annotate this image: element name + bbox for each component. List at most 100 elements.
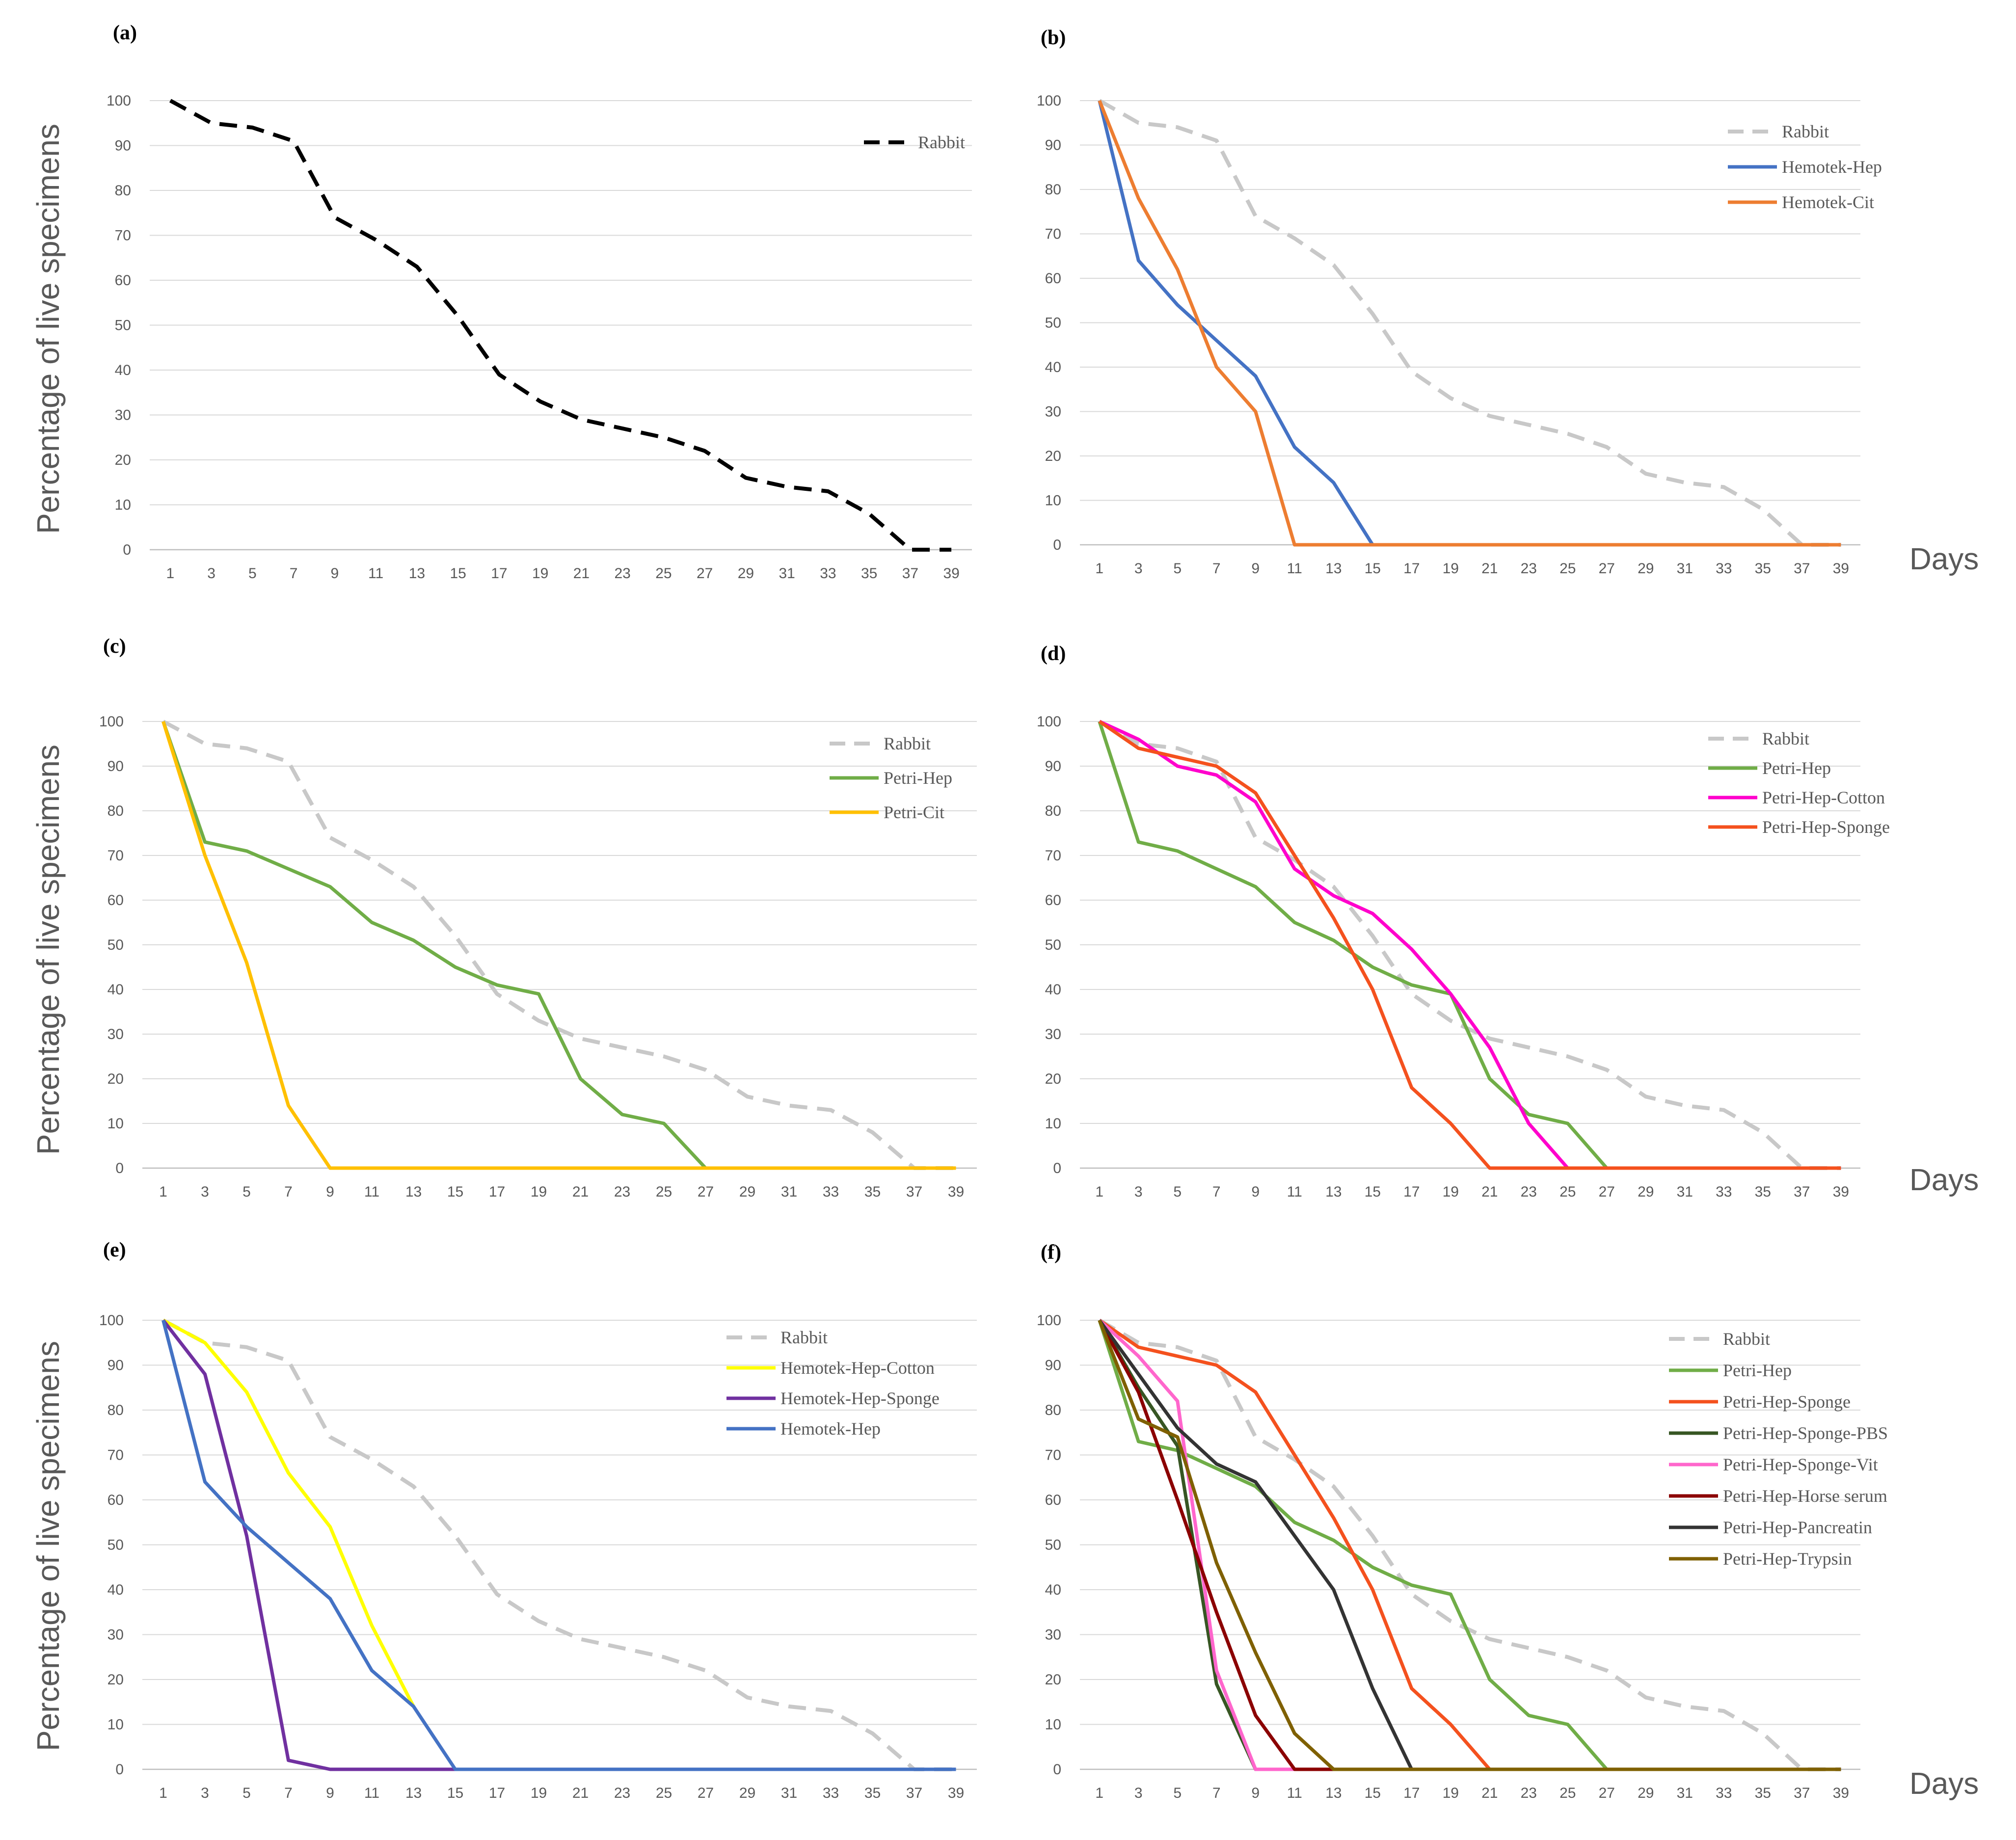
legend-label: Petri-Hep-Cotton [1762, 788, 1885, 807]
x-tick-label: 13 [1325, 1184, 1342, 1200]
x-tick-label: 29 [738, 565, 754, 582]
x-axis-title: Days [1909, 1163, 1979, 1197]
legend-label: Petri-Hep-Trypsin [1723, 1549, 1852, 1569]
y-tick-label: 60 [1045, 892, 1061, 908]
y-tick-label: 10 [1045, 1717, 1061, 1733]
x-tick-label: 27 [697, 565, 713, 582]
x-tick-label: 19 [1443, 1184, 1459, 1200]
y-tick-label: 80 [1045, 182, 1061, 198]
x-tick-label: 21 [1481, 1785, 1498, 1801]
x-tick-label: 9 [1251, 560, 1260, 577]
series-line-rabbit [162, 1318, 956, 1771]
y-tick-label: 20 [1045, 1672, 1061, 1688]
x-tick-label: 5 [248, 565, 257, 582]
y-tick-label: 0 [115, 1160, 124, 1176]
x-tick-label: 13 [405, 1184, 422, 1200]
x-tick-label: 33 [1716, 560, 1732, 577]
y-tick-label: 60 [108, 892, 124, 908]
panel-label: (a) [113, 22, 137, 44]
x-tick-label: 27 [1599, 1184, 1615, 1200]
y-tick-label: 10 [108, 1116, 124, 1132]
legend-label: Petri-Hep-Sponge-Vit [1723, 1455, 1878, 1474]
series-line-petri-hep-trypsin [1098, 1319, 1841, 1771]
x-tick-label: 9 [326, 1184, 334, 1200]
x-tick-label: 39 [1833, 1785, 1849, 1801]
x-tick-label: 35 [1755, 560, 1771, 577]
series-line-rabbit [162, 720, 956, 1170]
x-tick-label: 19 [1443, 560, 1459, 577]
x-tick-label: 5 [242, 1785, 251, 1801]
y-tick-label: 30 [1045, 404, 1061, 420]
legend-label: Petri-Hep [884, 768, 952, 788]
x-tick-label: 39 [1833, 1184, 1849, 1200]
x-tick-label: 15 [447, 1785, 463, 1801]
x-axis-title: Days [1909, 542, 1979, 576]
legend-label: Petri-Hep [1762, 758, 1831, 778]
x-tick-label: 25 [1559, 1184, 1576, 1200]
x-tick-label: 39 [943, 565, 959, 582]
y-tick-label: 0 [1053, 1160, 1061, 1176]
x-tick-label: 37 [1794, 1184, 1810, 1200]
x-tick-label: 7 [1212, 1785, 1221, 1801]
x-tick-label: 33 [1716, 1785, 1732, 1801]
x-tick-label: 7 [1212, 560, 1221, 577]
x-tick-label: 13 [409, 565, 425, 582]
y-tick-label: 80 [1045, 803, 1061, 819]
legend-label: Petri-Hep-Pancreatin [1723, 1518, 1872, 1537]
x-tick-label: 13 [405, 1785, 422, 1801]
y-tick-label: 40 [115, 362, 131, 378]
y-tick-label: 10 [108, 1717, 124, 1733]
y-tick-label: 70 [108, 848, 124, 864]
x-tick-label: 3 [1134, 1785, 1143, 1801]
x-tick-label: 9 [1251, 1785, 1260, 1801]
x-tick-label: 15 [447, 1184, 463, 1200]
panel-label: (e) [103, 1239, 126, 1261]
x-tick-label: 19 [531, 1184, 547, 1200]
x-tick-label: 11 [364, 1184, 379, 1200]
x-tick-label: 35 [861, 565, 877, 582]
x-tick-label: 15 [1365, 1184, 1381, 1200]
x-tick-label: 21 [572, 1184, 589, 1200]
x-tick-label: 1 [159, 1785, 167, 1801]
y-tick-label: 90 [1045, 758, 1061, 774]
x-tick-label: 1 [1095, 1785, 1103, 1801]
series-line-hemotek-cit [1098, 100, 1841, 547]
x-tick-label: 23 [614, 1785, 630, 1801]
y-tick-label: 90 [115, 138, 131, 154]
y-tick-label: 100 [99, 1312, 124, 1329]
legend-label: Rabbit [1782, 122, 1829, 141]
series-line-petri-cit [161, 720, 956, 1170]
y-tick-label: 100 [107, 93, 131, 109]
y-tick-label: 20 [1045, 448, 1061, 464]
legend-label: Rabbit [1762, 729, 1809, 748]
y-tick-label: 50 [1045, 315, 1061, 331]
x-tick-label: 33 [1716, 1184, 1732, 1200]
x-tick-label: 5 [1173, 1184, 1182, 1200]
y-tick-label: 20 [108, 1071, 124, 1087]
x-tick-label: 39 [1833, 560, 1849, 577]
x-tick-label: 35 [864, 1184, 881, 1200]
x-tick-label: 29 [739, 1184, 755, 1200]
y-tick-label: 80 [115, 183, 131, 199]
y-tick-label: 60 [108, 1492, 124, 1508]
y-tick-label: 20 [1045, 1071, 1061, 1087]
x-tick-label: 7 [284, 1184, 293, 1200]
y-tick-label: 30 [108, 1026, 124, 1042]
legend-label: Hemotek-Hep [1782, 157, 1882, 177]
legend-label: Rabbit [918, 133, 965, 152]
x-tick-label: 21 [573, 565, 590, 582]
x-tick-label: 3 [201, 1785, 209, 1801]
x-tick-label: 21 [1481, 560, 1498, 577]
x-tick-label: 11 [364, 1785, 379, 1801]
x-tick-label: 29 [1638, 1785, 1654, 1801]
legend-label: Petri-Hep-Sponge-PBS [1723, 1423, 1888, 1443]
x-tick-label: 39 [948, 1184, 964, 1200]
x-tick-label: 1 [159, 1184, 167, 1200]
x-tick-label: 29 [1638, 560, 1654, 577]
x-tick-label: 7 [1212, 1184, 1221, 1200]
y-tick-label: 0 [123, 542, 131, 558]
legend-label: Hemotek-Hep [780, 1419, 881, 1439]
panel-label: (d) [1041, 642, 1066, 665]
